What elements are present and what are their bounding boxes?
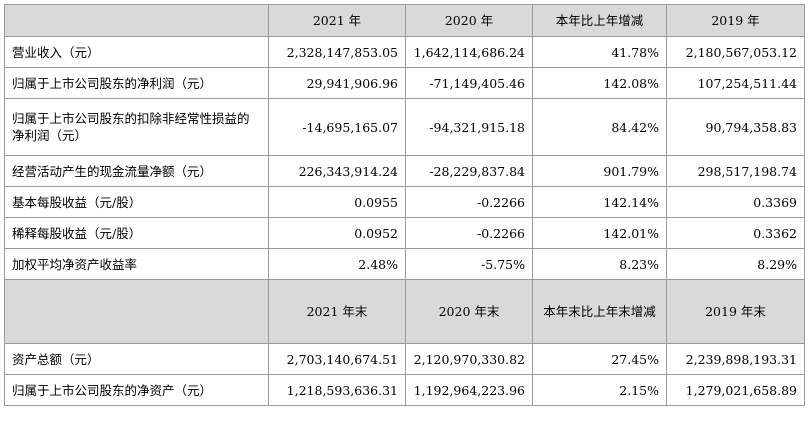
table-row: 归属于上市公司股东的扣除非经常性损益的净利润（元） -14,695,165.07… [4, 98, 805, 156]
table-cell: 298,517,198.74 [666, 155, 805, 187]
table-cell: 2,120,970,330.82 [405, 343, 533, 375]
table-cell: 2,328,147,853.05 [268, 36, 406, 68]
table-cell: 142.01% [532, 217, 667, 249]
table-row: 归属于上市公司股东的净资产（元） 1,218,593,636.31 1,192,… [4, 374, 805, 406]
table-cell: 1,192,964,223.96 [405, 374, 533, 406]
header-cell: 2020 年末 [405, 279, 533, 344]
table-cell: 84.42% [532, 98, 667, 156]
financial-summary-table: 2021 年 2020 年 本年比上年增减 2019 年 营业收入（元） 2,3… [4, 4, 805, 406]
row-label: 稀释每股收益（元/股） [4, 217, 269, 249]
table-cell: 0.3362 [666, 217, 805, 249]
table-cell: 2,239,898,193.31 [666, 343, 805, 375]
table-row: 归属于上市公司股东的净利润（元） 29,941,906.96 -71,149,4… [4, 67, 805, 99]
table-header-row: 2021 年末 2020 年末 本年末比上年末增减 2019 年末 [4, 279, 805, 344]
table-cell: -94,321,915.18 [405, 98, 533, 156]
table-row: 稀释每股收益（元/股） 0.0952 -0.2266 142.01% 0.336… [4, 217, 805, 249]
table-cell: -71,149,405.46 [405, 67, 533, 99]
table-cell: -0.2266 [405, 186, 533, 218]
header-cell: 2019 年末 [666, 279, 805, 344]
row-label: 资产总额（元） [4, 343, 269, 375]
table-row: 经营活动产生的现金流量净额（元） 226,343,914.24 -28,229,… [4, 155, 805, 187]
header-cell: 本年末比上年末增减 [532, 279, 667, 344]
row-label: 经营活动产生的现金流量净额（元） [4, 155, 269, 187]
table-row: 基本每股收益（元/股） 0.0955 -0.2266 142.14% 0.336… [4, 186, 805, 218]
header-cell: 2021 年 [268, 4, 406, 37]
table-cell: 0.0955 [268, 186, 406, 218]
row-label: 归属于上市公司股东的净利润（元） [4, 67, 269, 99]
table-cell: -28,229,837.84 [405, 155, 533, 187]
table-cell: 0.0952 [268, 217, 406, 249]
header-cell [4, 4, 269, 37]
table-cell: -5.75% [405, 248, 533, 280]
table-cell: 142.14% [532, 186, 667, 218]
table-cell: 0.3369 [666, 186, 805, 218]
table-cell: 1,642,114,686.24 [405, 36, 533, 68]
row-label: 营业收入（元） [4, 36, 269, 68]
table-cell: 27.45% [532, 343, 667, 375]
row-label: 归属于上市公司股东的净资产（元） [4, 374, 269, 406]
table-row: 营业收入（元） 2,328,147,853.05 1,642,114,686.2… [4, 36, 805, 68]
table-cell: 90,794,358.83 [666, 98, 805, 156]
table-cell: 226,343,914.24 [268, 155, 406, 187]
header-cell: 2021 年末 [268, 279, 406, 344]
table-cell: 2,703,140,674.51 [268, 343, 406, 375]
header-cell: 本年比上年增减 [532, 4, 667, 37]
table-cell: 1,218,593,636.31 [268, 374, 406, 406]
header-cell: 2020 年 [405, 4, 533, 37]
table-cell: -0.2266 [405, 217, 533, 249]
row-label: 加权平均净资产收益率 [4, 248, 269, 280]
header-cell [4, 279, 269, 344]
table-cell: 1,279,021,658.89 [666, 374, 805, 406]
table-cell: 142.08% [532, 67, 667, 99]
table-cell: 2.15% [532, 374, 667, 406]
table-cell: 8.23% [532, 248, 667, 280]
table-row: 资产总额（元） 2,703,140,674.51 2,120,970,330.8… [4, 343, 805, 375]
table-cell: -14,695,165.07 [268, 98, 406, 156]
row-label: 归属于上市公司股东的扣除非经常性损益的净利润（元） [4, 98, 269, 156]
table-cell: 41.78% [532, 36, 667, 68]
table-row: 加权平均净资产收益率 2.48% -5.75% 8.23% 8.29% [4, 248, 805, 280]
table-cell: 901.79% [532, 155, 667, 187]
table-cell: 29,941,906.96 [268, 67, 406, 99]
table-header-row: 2021 年 2020 年 本年比上年增减 2019 年 [4, 4, 805, 37]
table-cell: 8.29% [666, 248, 805, 280]
header-cell: 2019 年 [666, 4, 805, 37]
table-cell: 107,254,511.44 [666, 67, 805, 99]
table-cell: 2,180,567,053.12 [666, 36, 805, 68]
table-cell: 2.48% [268, 248, 406, 280]
row-label: 基本每股收益（元/股） [4, 186, 269, 218]
